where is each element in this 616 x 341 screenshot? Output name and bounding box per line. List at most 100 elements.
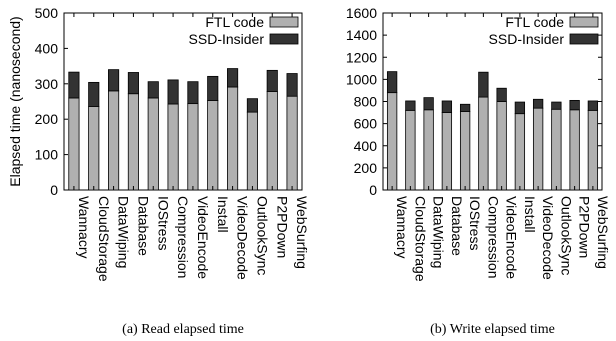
chart-caption: (a) Read elapsed time: [122, 322, 244, 337]
bar-ssd-insider-videodecode: [227, 68, 239, 88]
legend-label-ssd-insider: SSD-Insider: [189, 31, 265, 47]
x-tick-label-videoencode: VideoEncode: [504, 196, 520, 279]
x-tick-label-websurfing: WebSurfing: [294, 196, 310, 269]
bar-ftl-code-outlooksync: [551, 108, 562, 191]
bar-ssd-insider-iostress: [147, 81, 159, 99]
bar-ftl-code-websurfing: [286, 95, 298, 191]
bar-ftl-code-iostress: [147, 97, 159, 191]
bar-ftl-code-install: [207, 100, 219, 191]
x-tick-label-websurfing: WebSurfing: [595, 196, 611, 269]
y-tick-label: 1000: [346, 71, 377, 87]
bar-ssd-insider-iostress: [459, 103, 471, 112]
bar-ftl-code-p2pdown: [266, 91, 278, 191]
y-tick-label: 1400: [346, 27, 377, 43]
x-tick-label-outlooksync: OutlookSync: [254, 196, 270, 275]
bar-ssd-insider-outlooksync: [551, 101, 562, 110]
bar-ssd-insider-p2pdown: [266, 69, 278, 92]
bar-ftl-code-wannacry: [386, 92, 398, 191]
bar-ftl-code-compression: [167, 103, 179, 191]
x-tick-label-compression: Compression: [175, 196, 191, 278]
x-tick-label-datawiping: DataWiping: [431, 196, 447, 268]
x-tick-label-iostress: IOStress: [467, 196, 483, 250]
x-tick-label-iostress: IOStress: [155, 196, 171, 250]
bar-ftl-code-datawiping: [423, 109, 434, 191]
bar-ssd-insider-install: [514, 101, 526, 115]
bar-ssd-insider-database: [127, 72, 139, 95]
x-tick-label-videodecode: VideoDecode: [540, 196, 556, 280]
y-tick-label: 100: [35, 147, 59, 163]
bar-ssd-insider-videoencode: [496, 87, 507, 102]
chart-write-elapsed-time: 0 200 400 600 800 1000 1200 1400 1600 Wannacry Clo…: [346, 5, 611, 337]
legend-label-ssd-insider: SSD-Insider: [489, 31, 565, 47]
y-tick-label: 0: [369, 182, 377, 198]
bar-ftl-code-install: [514, 113, 526, 191]
bar-ftl-code-outlooksync: [246, 111, 258, 191]
bar-ssd-insider-cloudstorage: [405, 100, 416, 111]
bar-ssd-insider-install: [207, 75, 219, 101]
bar-ftl-code-videodecode: [532, 107, 544, 191]
x-tick-label-install: Install: [522, 196, 538, 233]
x-tick-label-p2pdown: P2PDown: [274, 196, 290, 258]
bar-ssd-insider-p2pdown: [569, 99, 580, 111]
legend-swatch-ssd-insider: [569, 33, 599, 45]
bar-ftl-code-cloudstorage: [405, 109, 416, 191]
plot-frame: [63, 12, 303, 191]
x-tick-label-install: Install: [215, 196, 231, 233]
bar-ftl-code-cloudstorage: [88, 106, 100, 191]
x-tick-label-cloudstorage: CloudStorage: [412, 196, 428, 282]
bar-ftl-code-database: [127, 93, 139, 191]
bar-ssd-insider-compression: [478, 71, 489, 98]
bar-ssd-insider-wannacry: [386, 71, 398, 94]
x-tick-label-wannacry: Wannacry: [76, 196, 92, 259]
bar-ftl-code-videodecode: [227, 86, 239, 191]
y-tick-label: 200: [354, 160, 378, 176]
x-tick-label-p2pdown: P2PDown: [577, 196, 593, 258]
x-tick-label-videoencode: VideoEncode: [195, 196, 211, 279]
x-tick-label-wannacry: Wannacry: [394, 196, 410, 259]
x-tick-label-database: Database: [449, 196, 465, 256]
x-tick-label-videodecode: VideoDecode: [235, 196, 251, 280]
bar-ssd-insider-videodecode: [532, 98, 544, 109]
legend-label-ftl-code: FTL code: [205, 14, 264, 30]
chart-caption: (b) Write elapsed time: [430, 322, 555, 337]
y-tick-label: 1200: [346, 49, 377, 65]
y-tick-label: 500: [35, 5, 59, 21]
bar-ftl-code-p2pdown: [569, 109, 580, 191]
x-tick-label-datawiping: DataWiping: [116, 196, 132, 268]
bar-ftl-code-iostress: [459, 111, 471, 191]
y-tick-label: 600: [354, 116, 378, 132]
y-tick-label: 1600: [346, 5, 377, 21]
chart-read-elapsed-time: 0 100 200 300 400 500 Elapsed time (nanosecond…: [7, 5, 310, 337]
bar-ftl-code-videoencode: [187, 103, 199, 191]
bar-ftl-code-wannacry: [68, 97, 80, 191]
bar-ssd-insider-websurfing: [587, 100, 599, 111]
bar-ssd-insider-outlooksync: [246, 98, 258, 113]
legend-swatch-ssd-insider: [269, 33, 299, 45]
bar-ssd-insider-videoencode: [187, 81, 199, 105]
x-tick-label-compression: Compression: [485, 196, 501, 278]
bar-ssd-insider-cloudstorage: [88, 81, 100, 107]
legend-swatch-ftl-code: [269, 16, 299, 28]
bar-ssd-insider-database: [441, 100, 453, 113]
bar-ssd-insider-compression: [167, 79, 179, 105]
bar-ftl-code-datawiping: [108, 90, 120, 191]
y-tick-label: 800: [354, 94, 378, 110]
bar-ssd-insider-datawiping: [108, 69, 120, 92]
x-tick-label-database: Database: [135, 196, 151, 256]
bar-ssd-insider-datawiping: [423, 97, 434, 111]
y-axis-label: Elapsed time (nanosecond): [7, 16, 23, 186]
bar-ftl-code-videoencode: [496, 101, 507, 191]
y-tick-label: 400: [35, 40, 59, 56]
bar-ssd-insider-websurfing: [286, 73, 298, 97]
legend-label-ftl-code: FTL code: [505, 14, 564, 30]
legend-swatch-ftl-code: [569, 16, 599, 28]
x-tick-label-cloudstorage: CloudStorage: [96, 196, 112, 282]
bar-ftl-code-websurfing: [587, 109, 599, 191]
y-tick-label: 200: [35, 111, 59, 127]
bar-ssd-insider-wannacry: [68, 71, 80, 99]
y-tick-label: 0: [50, 182, 58, 198]
bar-ftl-code-compression: [478, 96, 489, 191]
y-tick-label: 400: [354, 138, 378, 154]
bar-ftl-code-database: [441, 112, 453, 191]
